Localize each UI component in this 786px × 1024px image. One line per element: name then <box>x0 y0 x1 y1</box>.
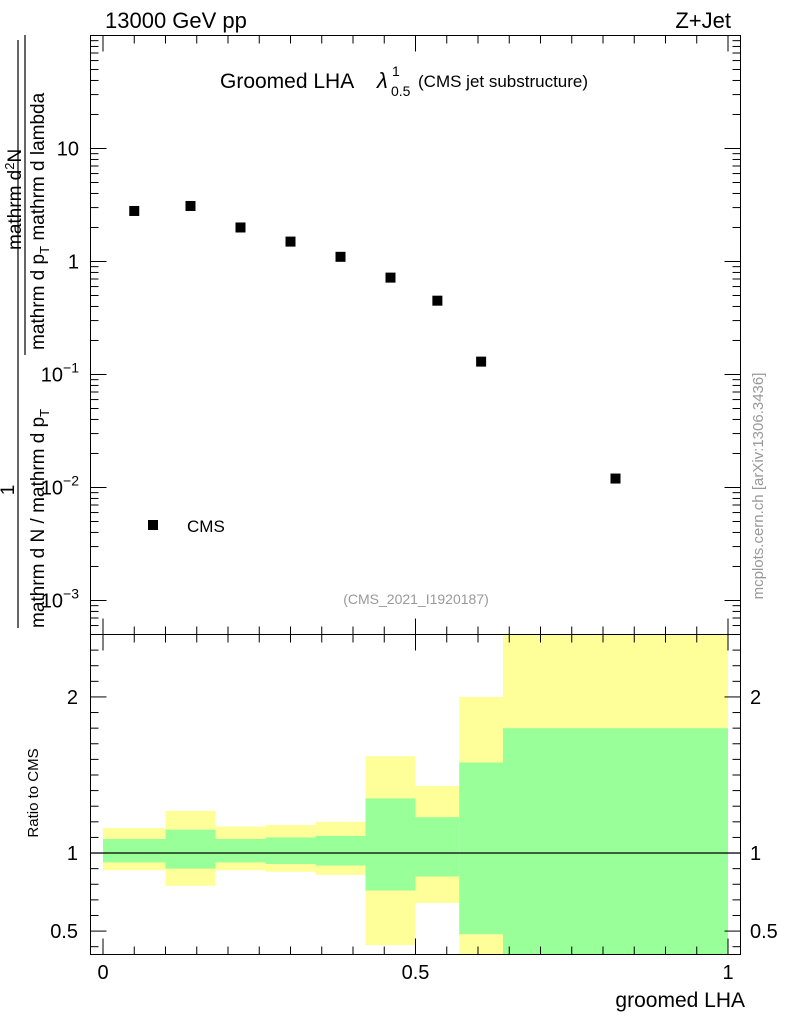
y-label-den-text: mathrm d p <box>28 254 49 350</box>
legend-marker-cms <box>148 520 158 530</box>
side-label: mcplots.cern.ch [arXiv:1306.3436] <box>750 373 767 600</box>
ratio-panel: 0.5 0.51 12 2 0 0.5 1 Ratio to CMS groomed LH… <box>25 634 778 1012</box>
data-point-cms <box>285 236 296 247</box>
main-y-tick-exponent: −3 <box>63 585 79 601</box>
plot-title-lambda: λ <box>376 68 388 93</box>
main-y-axis-label: 1 mathrm d N / mathrm d pT mathrm d2N ma… <box>0 35 52 628</box>
main-y-tick-base: 10 <box>41 590 63 612</box>
ratio-inner-band <box>503 728 728 955</box>
x-tick-label: 1 <box>722 962 733 984</box>
ratio-inner-band <box>103 838 166 863</box>
y-label-one: 1 <box>0 485 19 496</box>
main-y-tick-label: 10−1 <box>41 359 79 386</box>
y-label-norm-den-sub: T <box>37 409 52 417</box>
cms-data-points <box>129 200 621 484</box>
data-point-cms <box>432 295 443 306</box>
y-label-norm-den-text: mathrm d N / mathrm d p <box>28 417 49 628</box>
main-y-tick-base: 10 <box>41 477 63 499</box>
x-tick-label: 0.5 <box>402 962 430 984</box>
ratio-panel-frame <box>90 634 741 955</box>
ratio-y-tick-label-right: 2 <box>750 687 761 709</box>
ratio-inner-band <box>165 829 216 869</box>
ratio-inner-band <box>215 838 266 863</box>
x-tick-label: 0 <box>97 962 108 984</box>
data-point-cms <box>235 222 246 233</box>
main-y-tick-exponent: −1 <box>63 359 79 375</box>
ratio-y-tick-label-right: 1 <box>750 843 761 865</box>
plot-title-sub: 0.5 <box>391 83 411 99</box>
plot-title-sup: 1 <box>392 63 400 79</box>
x-axis-label: groomed LHA <box>615 989 745 1012</box>
ratio-y-tick-labels: 0.5 0.5 1 1 2 2 <box>50 687 778 943</box>
main-y-tick-label: 10 <box>57 138 79 160</box>
y-label-num-text: mathrm d <box>5 170 26 250</box>
y-label-num-sup: 2 <box>2 163 17 170</box>
main-panel-frame <box>90 35 741 635</box>
main-y-tick-exponent: −2 <box>63 472 79 488</box>
data-point-cms <box>476 356 487 367</box>
main-y-tick-label: 10−3 <box>41 585 79 612</box>
y-label-norm-den: mathrm d N / mathrm d pT <box>28 409 52 628</box>
y-label-num-tail: N <box>5 149 26 163</box>
data-point-cms <box>385 272 396 283</box>
header-energy-label: 13000 GeV pp <box>105 8 247 33</box>
data-point-cms <box>129 205 140 216</box>
data-point-cms <box>335 251 346 262</box>
ratio-inner-band <box>459 762 503 935</box>
legend: CMS <box>148 517 225 536</box>
ratio-y-axis-label: Ratio to CMS <box>25 748 42 837</box>
header-process-label: Z+Jet <box>675 8 731 33</box>
ratio-inner-band <box>315 835 366 866</box>
y-label-numerator: mathrm d2N <box>2 149 26 250</box>
ratio-y-tick-label-left: 2 <box>67 687 78 709</box>
ratio-inner-band <box>265 837 316 864</box>
plot-title: Groomed LHA λ 1 0.5 (CMS jet substructur… <box>220 63 588 99</box>
data-point-cms <box>610 473 621 484</box>
main-y-tick-base: 10 <box>41 364 63 386</box>
data-point-cms <box>185 200 196 211</box>
plot-title-main: Groomed LHA <box>220 70 354 93</box>
y-label-denominator: mathrm d pT mathrm d lambda <box>28 92 52 350</box>
legend-label-cms: CMS <box>187 517 225 536</box>
plot-title-suffix: (CMS jet substructure) <box>418 72 588 91</box>
y-label-den-tail: mathrm d lambda <box>28 92 49 246</box>
ratio-uncertainty-bands <box>103 634 728 955</box>
x-tick-labels: 0 0.5 1 <box>97 962 733 984</box>
main-panel-ticks <box>90 35 741 635</box>
y-label-den-sub: T <box>37 246 52 254</box>
main-y-tick-label: 10−2 <box>41 472 79 499</box>
ratio-inner-band <box>415 817 460 877</box>
main-y-tick-label: 1 <box>68 251 79 273</box>
ratio-y-tick-label-right: 0.5 <box>750 921 778 943</box>
ratio-inner-band <box>365 798 416 891</box>
analysis-tag: (CMS_2021_I1920187) <box>343 591 489 607</box>
ratio-y-tick-label-left: 0.5 <box>50 921 78 943</box>
ratio-y-tick-label-left: 1 <box>67 843 78 865</box>
